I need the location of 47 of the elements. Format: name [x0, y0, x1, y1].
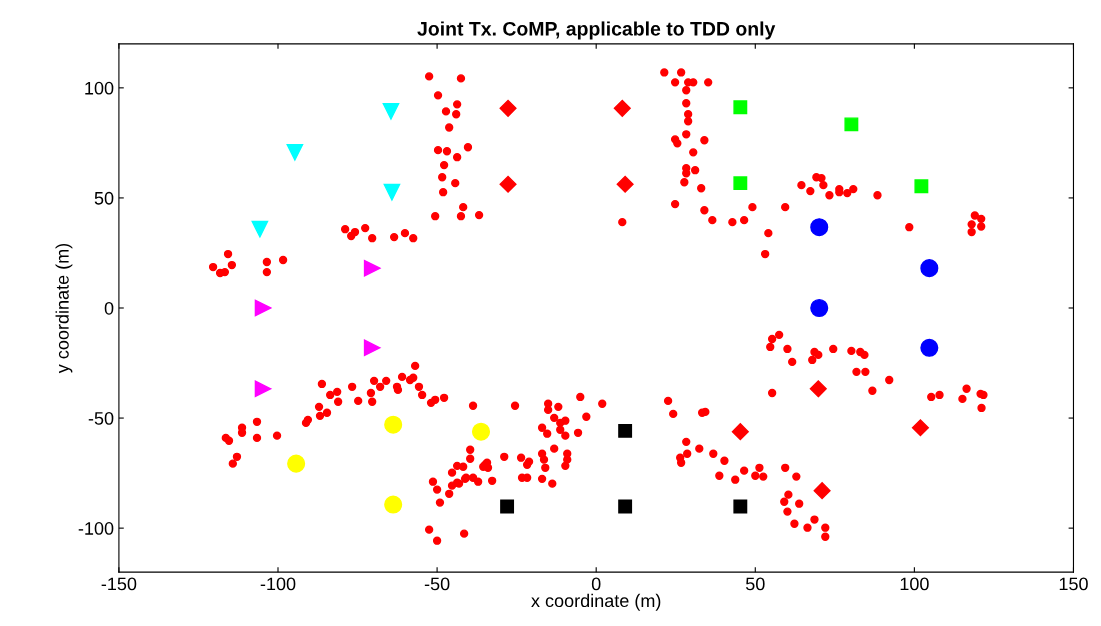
point — [733, 499, 748, 514]
point — [613, 99, 631, 117]
x-axis-title: x coordinate (m) — [531, 593, 661, 611]
point — [810, 298, 829, 318]
point — [471, 422, 491, 441]
point — [911, 419, 929, 437]
point — [382, 103, 400, 120]
point — [809, 380, 827, 398]
point — [813, 482, 831, 500]
point — [384, 415, 403, 434]
point — [499, 175, 517, 193]
y-tick-label: -50 — [88, 412, 114, 425]
x-tick-label: 50 — [745, 577, 765, 591]
point — [733, 100, 748, 115]
point — [363, 259, 381, 277]
point — [363, 339, 381, 357]
y-tick-label: -100 — [78, 522, 114, 535]
y-axis-title: y coordinate (m) — [55, 243, 73, 374]
point — [618, 423, 633, 438]
x-tick-label: -50 — [424, 577, 450, 591]
y-tick-label: 50 — [94, 191, 114, 205]
point — [254, 380, 272, 398]
point — [254, 299, 272, 317]
point — [618, 499, 633, 514]
point — [733, 176, 748, 191]
x-tick-label: 0 — [591, 577, 601, 591]
point — [499, 99, 517, 117]
point — [810, 218, 829, 237]
chart-title: Joint Tx. CoMP, applicable to TDD only — [417, 21, 776, 40]
point — [383, 183, 401, 201]
point — [500, 499, 515, 514]
point — [731, 423, 749, 441]
point — [287, 454, 306, 473]
point — [914, 179, 929, 194]
point — [920, 338, 939, 357]
point — [286, 144, 304, 161]
y-tick-label: 0 — [104, 301, 114, 315]
point — [920, 259, 939, 278]
y-tick-label: 100 — [85, 81, 114, 95]
x-tick-label: 100 — [900, 577, 929, 591]
x-tick-label: 150 — [1059, 577, 1088, 591]
point — [844, 117, 859, 132]
x-tick-label: -150 — [101, 577, 137, 591]
point — [384, 495, 403, 514]
point — [251, 220, 269, 238]
point — [616, 175, 634, 193]
x-tick-label: -100 — [260, 577, 296, 591]
